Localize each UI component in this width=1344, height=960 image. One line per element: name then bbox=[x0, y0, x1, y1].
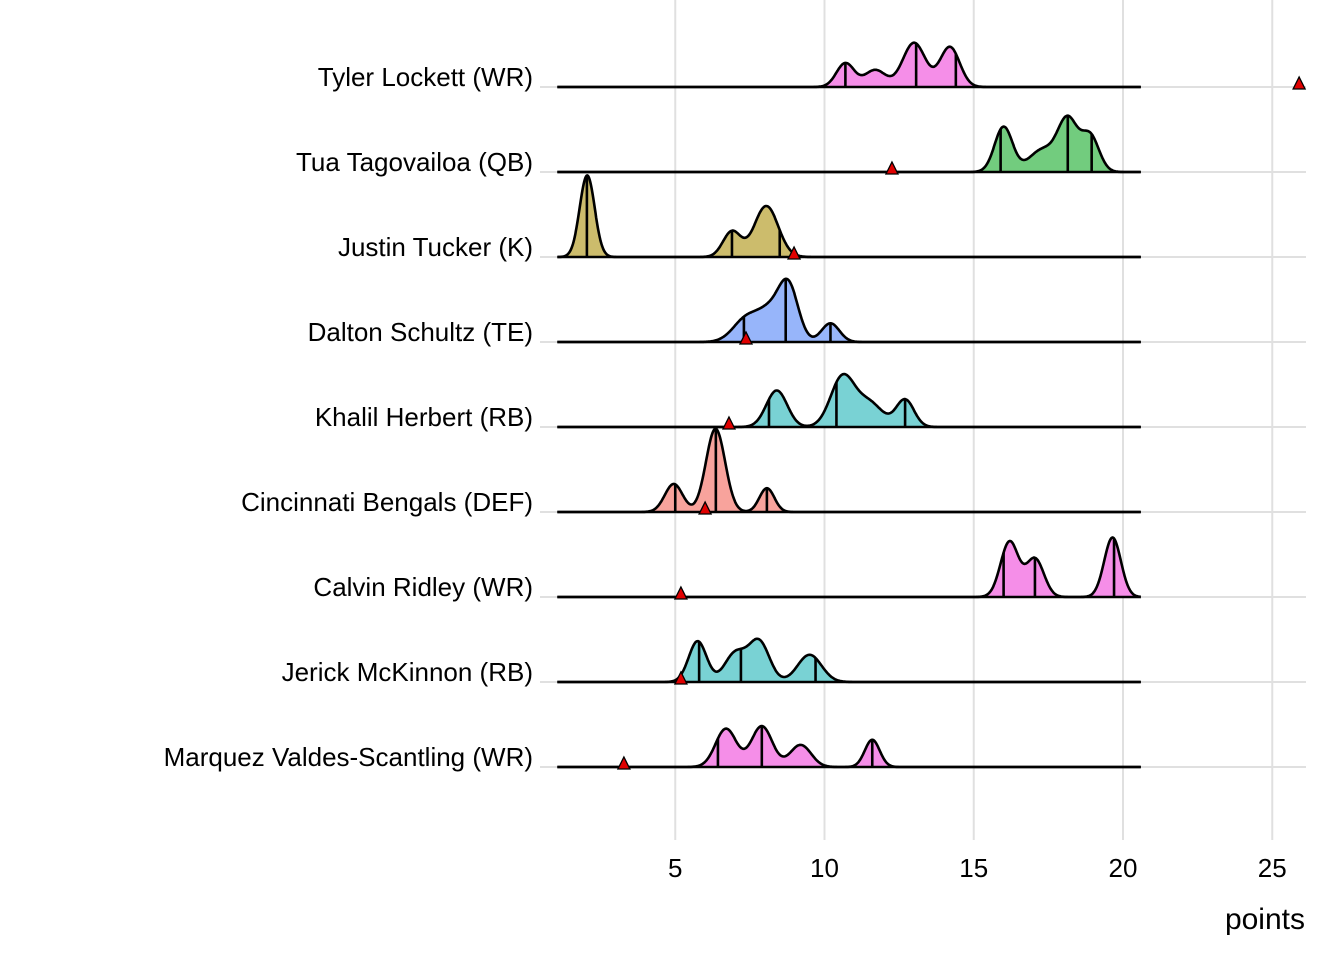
player-label: Cincinnati Bengals (DEF) bbox=[241, 487, 533, 517]
density-outline bbox=[557, 427, 1141, 514]
x-tick-label: 5 bbox=[668, 853, 682, 883]
actual-points-marker bbox=[1292, 75, 1307, 90]
density-fill bbox=[557, 115, 1141, 172]
ridge-1 bbox=[557, 114, 1141, 175]
density-fill bbox=[557, 537, 1141, 597]
ridge-6 bbox=[557, 536, 1141, 600]
ridge-4 bbox=[557, 372, 1141, 430]
gridlines bbox=[540, 0, 1306, 840]
x-tick-label: 10 bbox=[810, 853, 839, 883]
density-fill bbox=[557, 278, 1141, 342]
actual-points-marker bbox=[721, 415, 737, 430]
density-fill bbox=[557, 374, 1141, 427]
player-label: Calvin Ridley (WR) bbox=[313, 572, 533, 602]
player-label: Tyler Lockett (WR) bbox=[318, 62, 533, 92]
player-label: Dalton Schultz (TE) bbox=[308, 317, 533, 347]
density-fill bbox=[557, 428, 1141, 512]
ridge-8 bbox=[557, 724, 1141, 770]
x-axis-ticks: 5 10 15 20 25 bbox=[668, 853, 1287, 883]
x-tick-label: 20 bbox=[1109, 853, 1138, 883]
density-fill bbox=[557, 638, 1141, 682]
player-label: Tua Tagovailoa (QB) bbox=[296, 147, 533, 177]
density-outline bbox=[557, 173, 1141, 259]
ridges bbox=[557, 41, 1307, 770]
player-label: Justin Tucker (K) bbox=[338, 232, 533, 262]
ridge-2 bbox=[557, 173, 1141, 260]
ridge-0 bbox=[557, 41, 1307, 90]
density-outline bbox=[557, 536, 1141, 599]
density-outline bbox=[557, 277, 1141, 344]
actual-points-marker bbox=[787, 245, 802, 260]
actual-points-marker bbox=[673, 670, 688, 685]
ridge-7 bbox=[557, 637, 1141, 685]
actual-points-marker bbox=[738, 330, 754, 345]
x-tick-label: 15 bbox=[959, 853, 988, 883]
actual-points-marker bbox=[673, 585, 688, 600]
density-fill bbox=[557, 726, 1141, 767]
ridge-3 bbox=[557, 277, 1141, 345]
ridge-5 bbox=[557, 427, 1141, 515]
player-label: Khalil Herbert (RB) bbox=[315, 402, 533, 432]
density-outline bbox=[557, 637, 1141, 684]
actual-points-marker bbox=[884, 160, 900, 175]
player-label: Jerick McKinnon (RB) bbox=[282, 657, 533, 687]
player-label: Marquez Valdes-Scantling (WR) bbox=[164, 742, 533, 772]
density-fill bbox=[557, 175, 1141, 257]
actual-points-marker bbox=[698, 500, 713, 515]
y-axis-labels: Tyler Lockett (WR) Tua Tagovailoa (QB) Jus… bbox=[164, 62, 533, 772]
actual-points-marker bbox=[616, 755, 631, 770]
x-axis-title: points bbox=[1225, 903, 1305, 936]
density-outline bbox=[557, 724, 1141, 769]
x-tick-label: 25 bbox=[1258, 853, 1287, 883]
